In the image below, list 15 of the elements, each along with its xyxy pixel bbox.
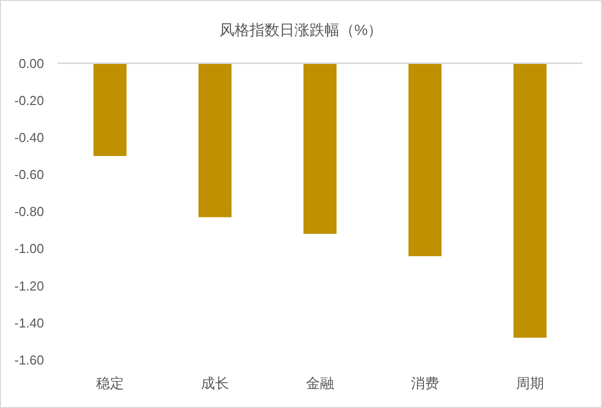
y-tick-label: -1.40 (14, 315, 44, 330)
y-tick-label: -1.60 (14, 352, 44, 368)
x-tick-label: 金融 (306, 375, 334, 391)
y-tick-label: 0.00 (18, 56, 44, 71)
y-tick-label: -1.20 (14, 278, 44, 294)
chart-title: 风格指数日涨跌幅（%） (219, 22, 383, 39)
x-tick-label: 消费 (411, 375, 439, 391)
y-tick-label: -0.20 (14, 92, 44, 108)
y-tick-label: -0.60 (14, 167, 44, 182)
y-tick-label: -1.00 (14, 241, 44, 256)
y-tick-label: -0.40 (14, 130, 44, 145)
x-tick-label: 稳定 (96, 375, 124, 391)
x-tick-label: 周期 (516, 375, 544, 391)
x-tick-label: 成长 (201, 375, 229, 391)
y-tick-label: -0.80 (14, 204, 44, 220)
